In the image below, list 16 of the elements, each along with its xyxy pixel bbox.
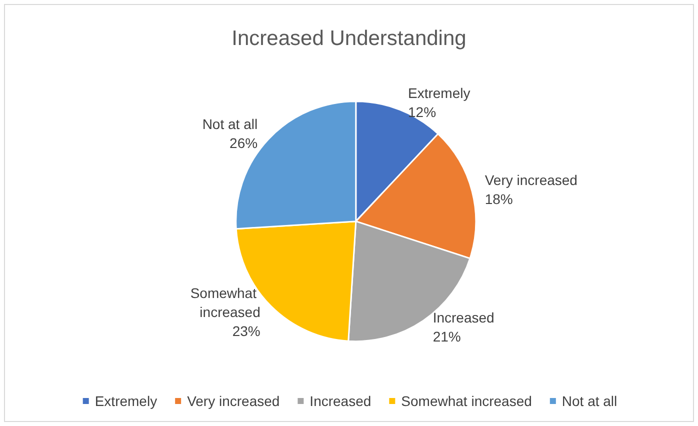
data-label: 23%	[232, 322, 260, 339]
data-label: 18%	[484, 190, 513, 207]
chart-title: Increased Understanding	[232, 27, 466, 50]
legend-label: Somewhat increased	[401, 393, 532, 409]
slice-label: Not at all	[202, 116, 258, 132]
slice-label: Increased	[432, 310, 494, 326]
legend-label: Increased	[310, 393, 372, 409]
legend-label: Not at all	[562, 393, 618, 409]
legend-label: Extremely	[94, 393, 158, 409]
legend-label: Very increased	[187, 393, 280, 409]
slice-label: Extremely	[408, 84, 470, 101]
slice-label: Very increased	[484, 172, 578, 188]
data-label: 12%	[408, 104, 436, 120]
data-label: 26%	[230, 135, 258, 152]
data-label: 21%	[432, 328, 461, 345]
slice-label: Somewhat increased	[190, 284, 260, 320]
